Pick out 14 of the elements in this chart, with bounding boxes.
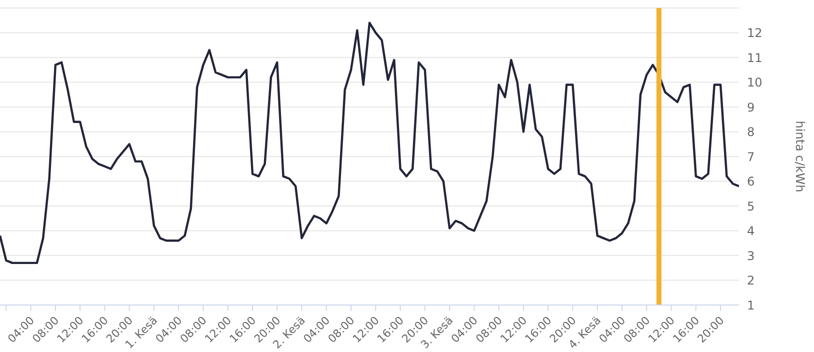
y-tick-label: 6 (747, 174, 755, 189)
y-tick-label: 11 (747, 50, 762, 65)
line-series (0, 22, 739, 264)
y-tick-label: 5 (747, 199, 755, 214)
y-tick-label: 8 (747, 125, 755, 140)
y-tick-label: 1 (747, 298, 755, 312)
y-tick-label: 9 (747, 100, 755, 114)
y-tick-label: 3 (747, 248, 755, 263)
y-tick-label: 7 (747, 150, 755, 164)
y-tick-label: 10 (747, 76, 762, 90)
y-axis-title: hinta c/kWh (792, 120, 807, 192)
y-tick-label: 2 (747, 274, 755, 288)
y-tick-label: 12 (747, 26, 762, 40)
y-tick-label: 4 (747, 224, 755, 238)
